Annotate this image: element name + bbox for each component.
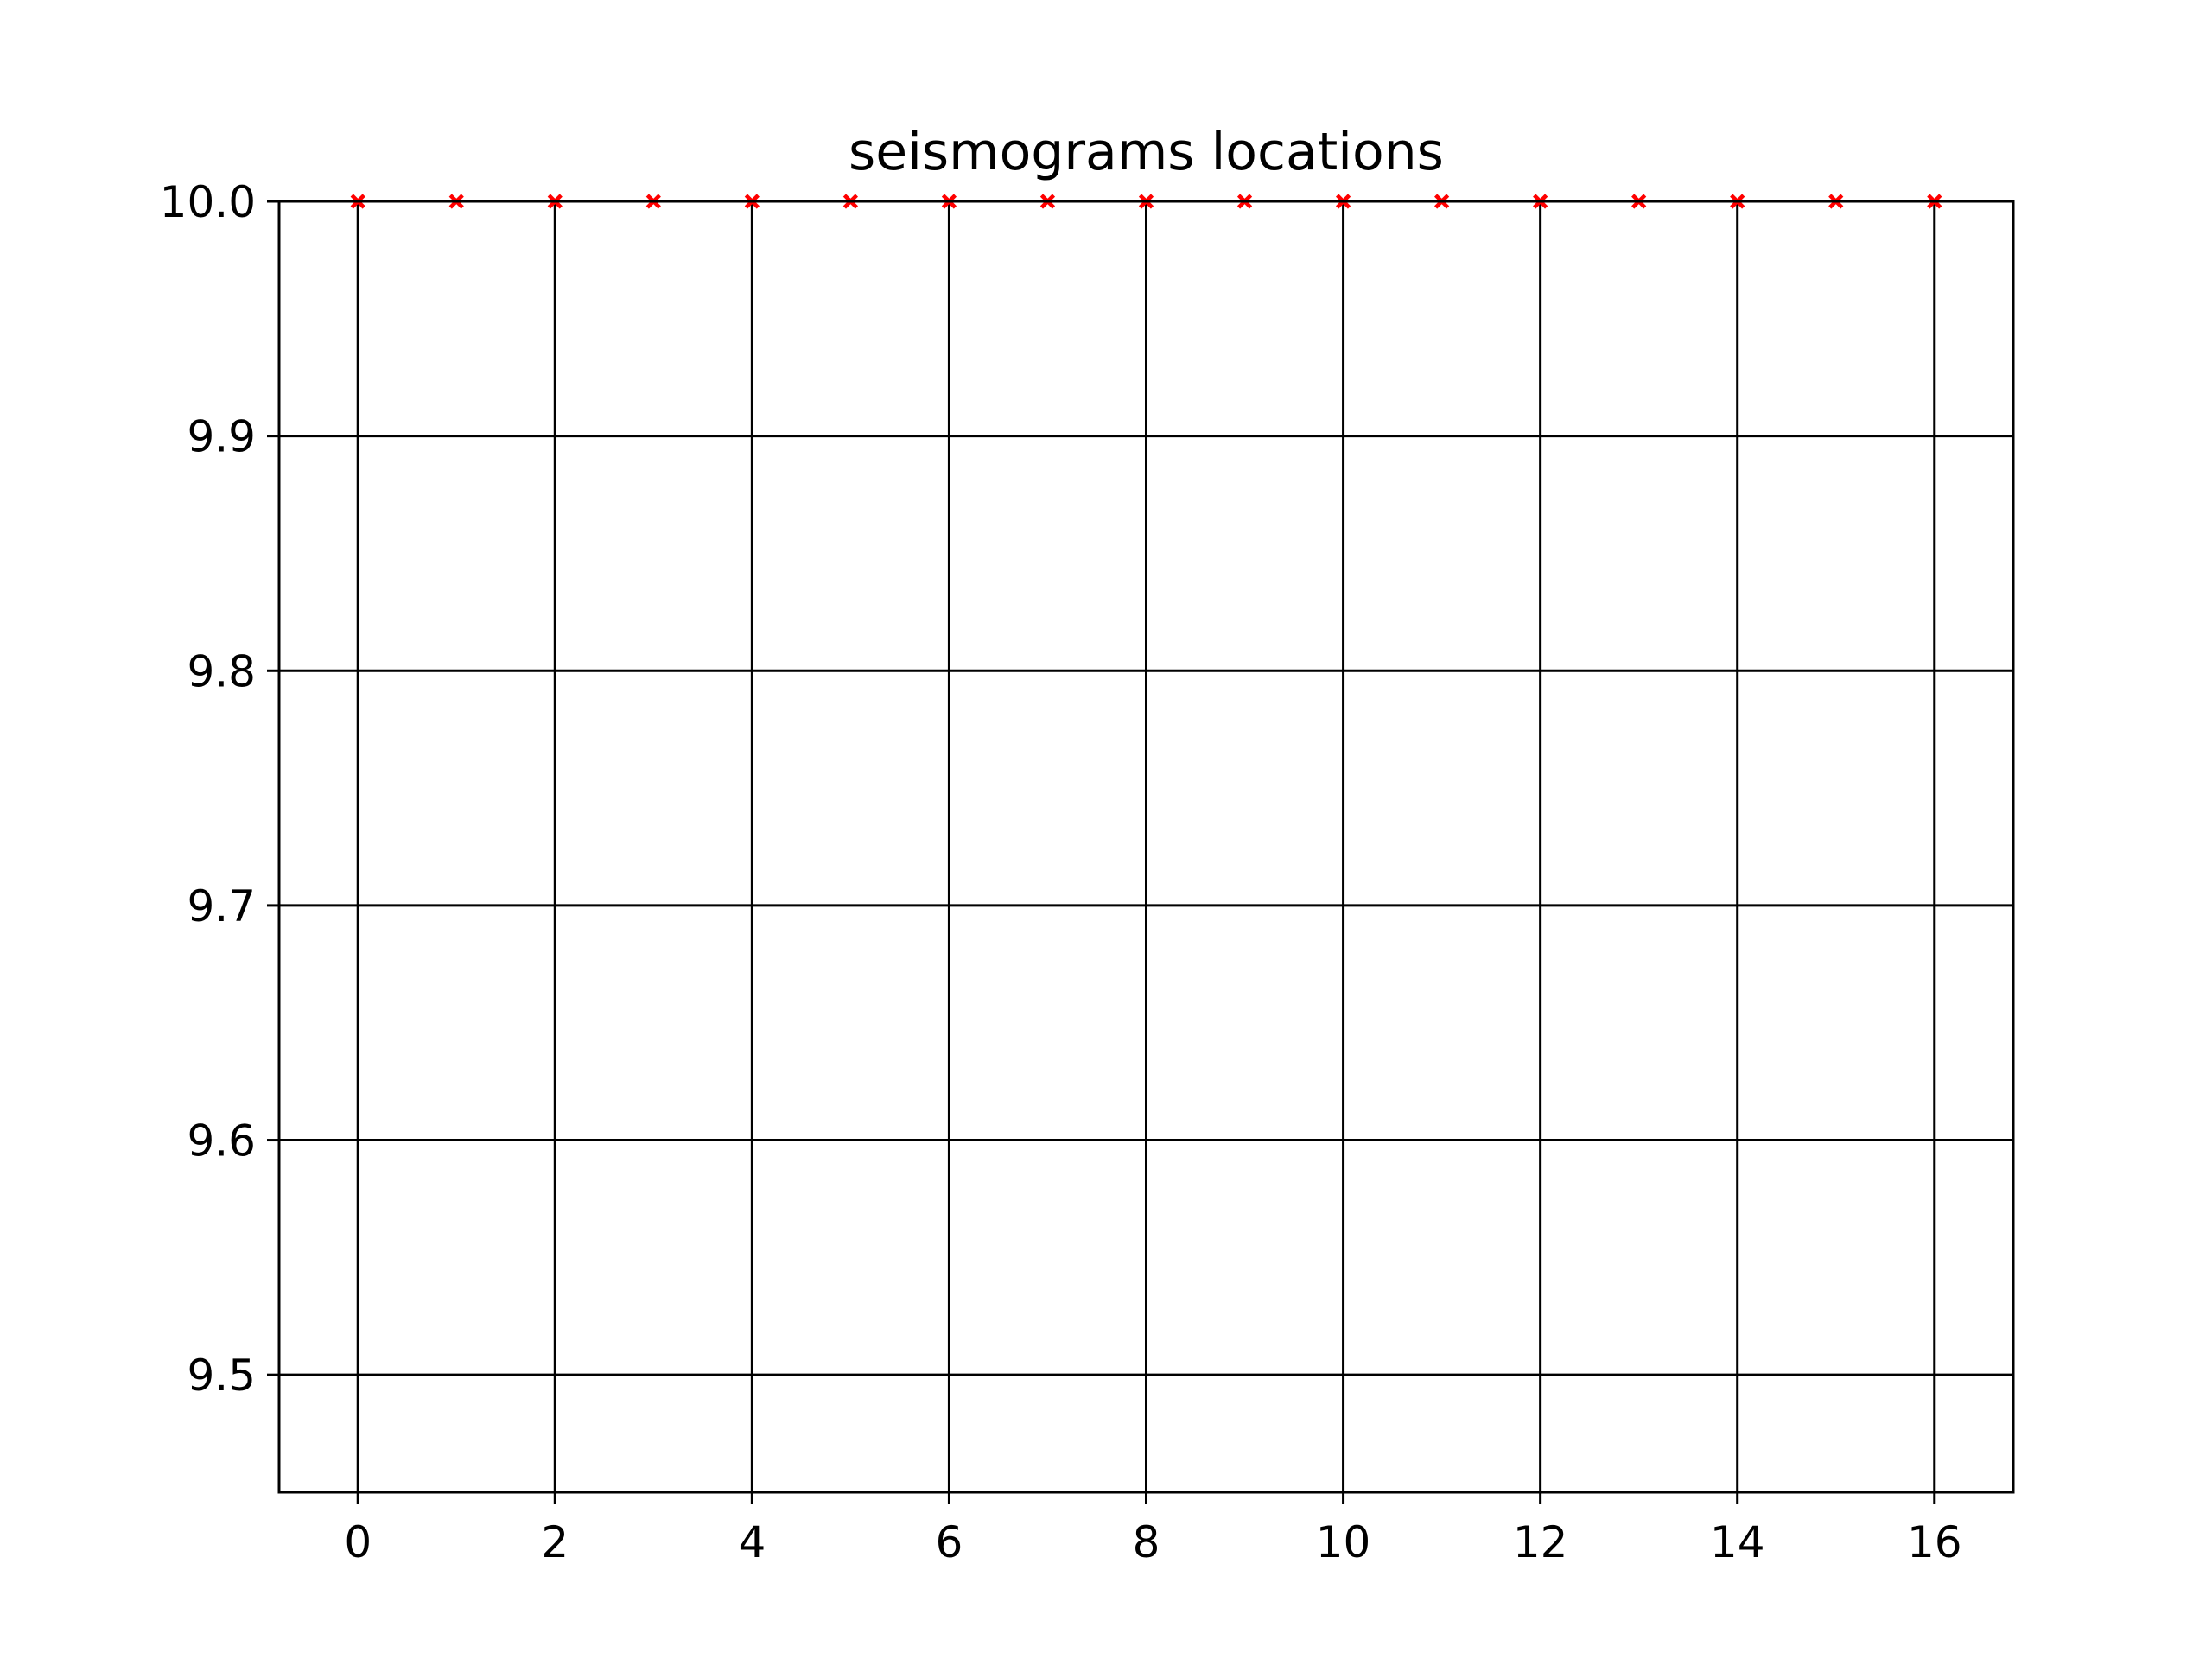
x-axis-ticks: 0 2 4 6 8 10 12 14 16: [344, 1492, 1962, 1567]
x-tick-label: 16: [1907, 1517, 1962, 1567]
x-tick-label: 14: [1710, 1517, 1765, 1567]
y-tick-label: 9.9: [187, 412, 256, 462]
y-tick-label: 9.7: [187, 881, 256, 931]
x-tick-label: 0: [344, 1517, 372, 1567]
x-tick-label: 6: [936, 1517, 963, 1567]
x-tick-label: 12: [1513, 1517, 1568, 1567]
y-tick-label: 9.5: [187, 1351, 256, 1401]
y-tick-label: 9.8: [187, 646, 256, 696]
y-axis-ticks: 9.5 9.6 9.7 9.8 9.9 10.0: [160, 177, 279, 1401]
x-tick-label: 2: [541, 1517, 569, 1567]
x-tick-label: 10: [1316, 1517, 1371, 1567]
chart-title: seismograms locations: [849, 122, 1444, 182]
grid-lines: [279, 200, 2013, 1492]
x-tick-label: 8: [1133, 1517, 1160, 1567]
y-tick-label: 10.0: [160, 177, 256, 227]
x-tick-label: 4: [738, 1517, 766, 1567]
y-tick-label: 9.6: [187, 1116, 256, 1166]
